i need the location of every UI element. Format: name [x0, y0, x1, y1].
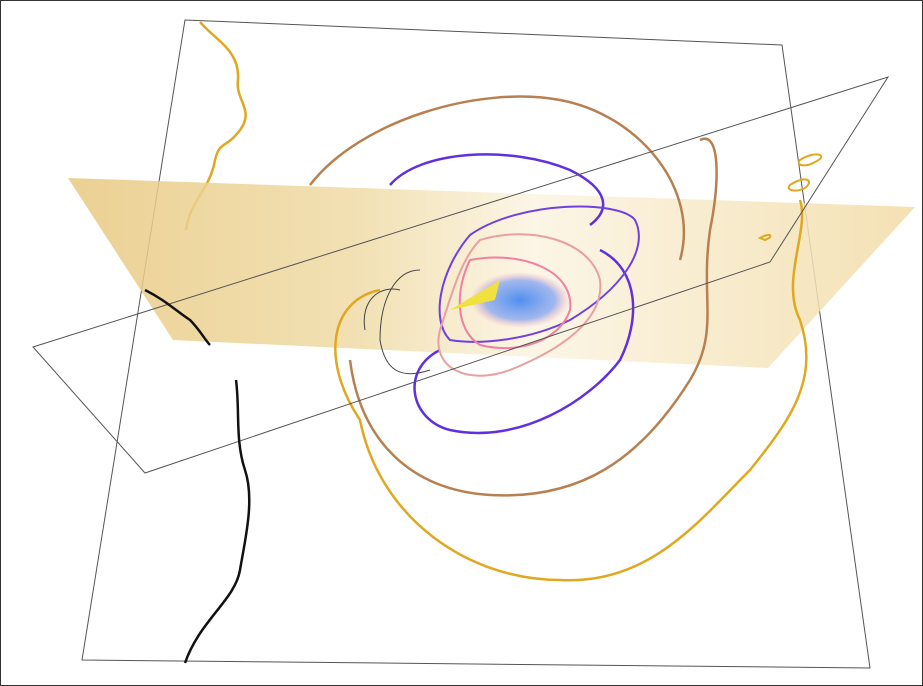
contour-pink — [437, 233, 602, 377]
contour-black-thin — [363, 269, 431, 375]
contour-orange — [334, 199, 808, 582]
core-yellow — [450, 280, 500, 310]
contour-small — [757, 153, 823, 242]
contour-purple-inner — [438, 205, 640, 343]
contour-black — [144, 288, 211, 346]
vertical-plane — [81, 19, 871, 669]
horizontal-slice — [68, 178, 915, 368]
contour-purple — [389, 153, 635, 435]
contour-black — [183, 379, 251, 664]
tilted-plane — [32, 76, 890, 474]
contour-brown — [309, 95, 718, 497]
